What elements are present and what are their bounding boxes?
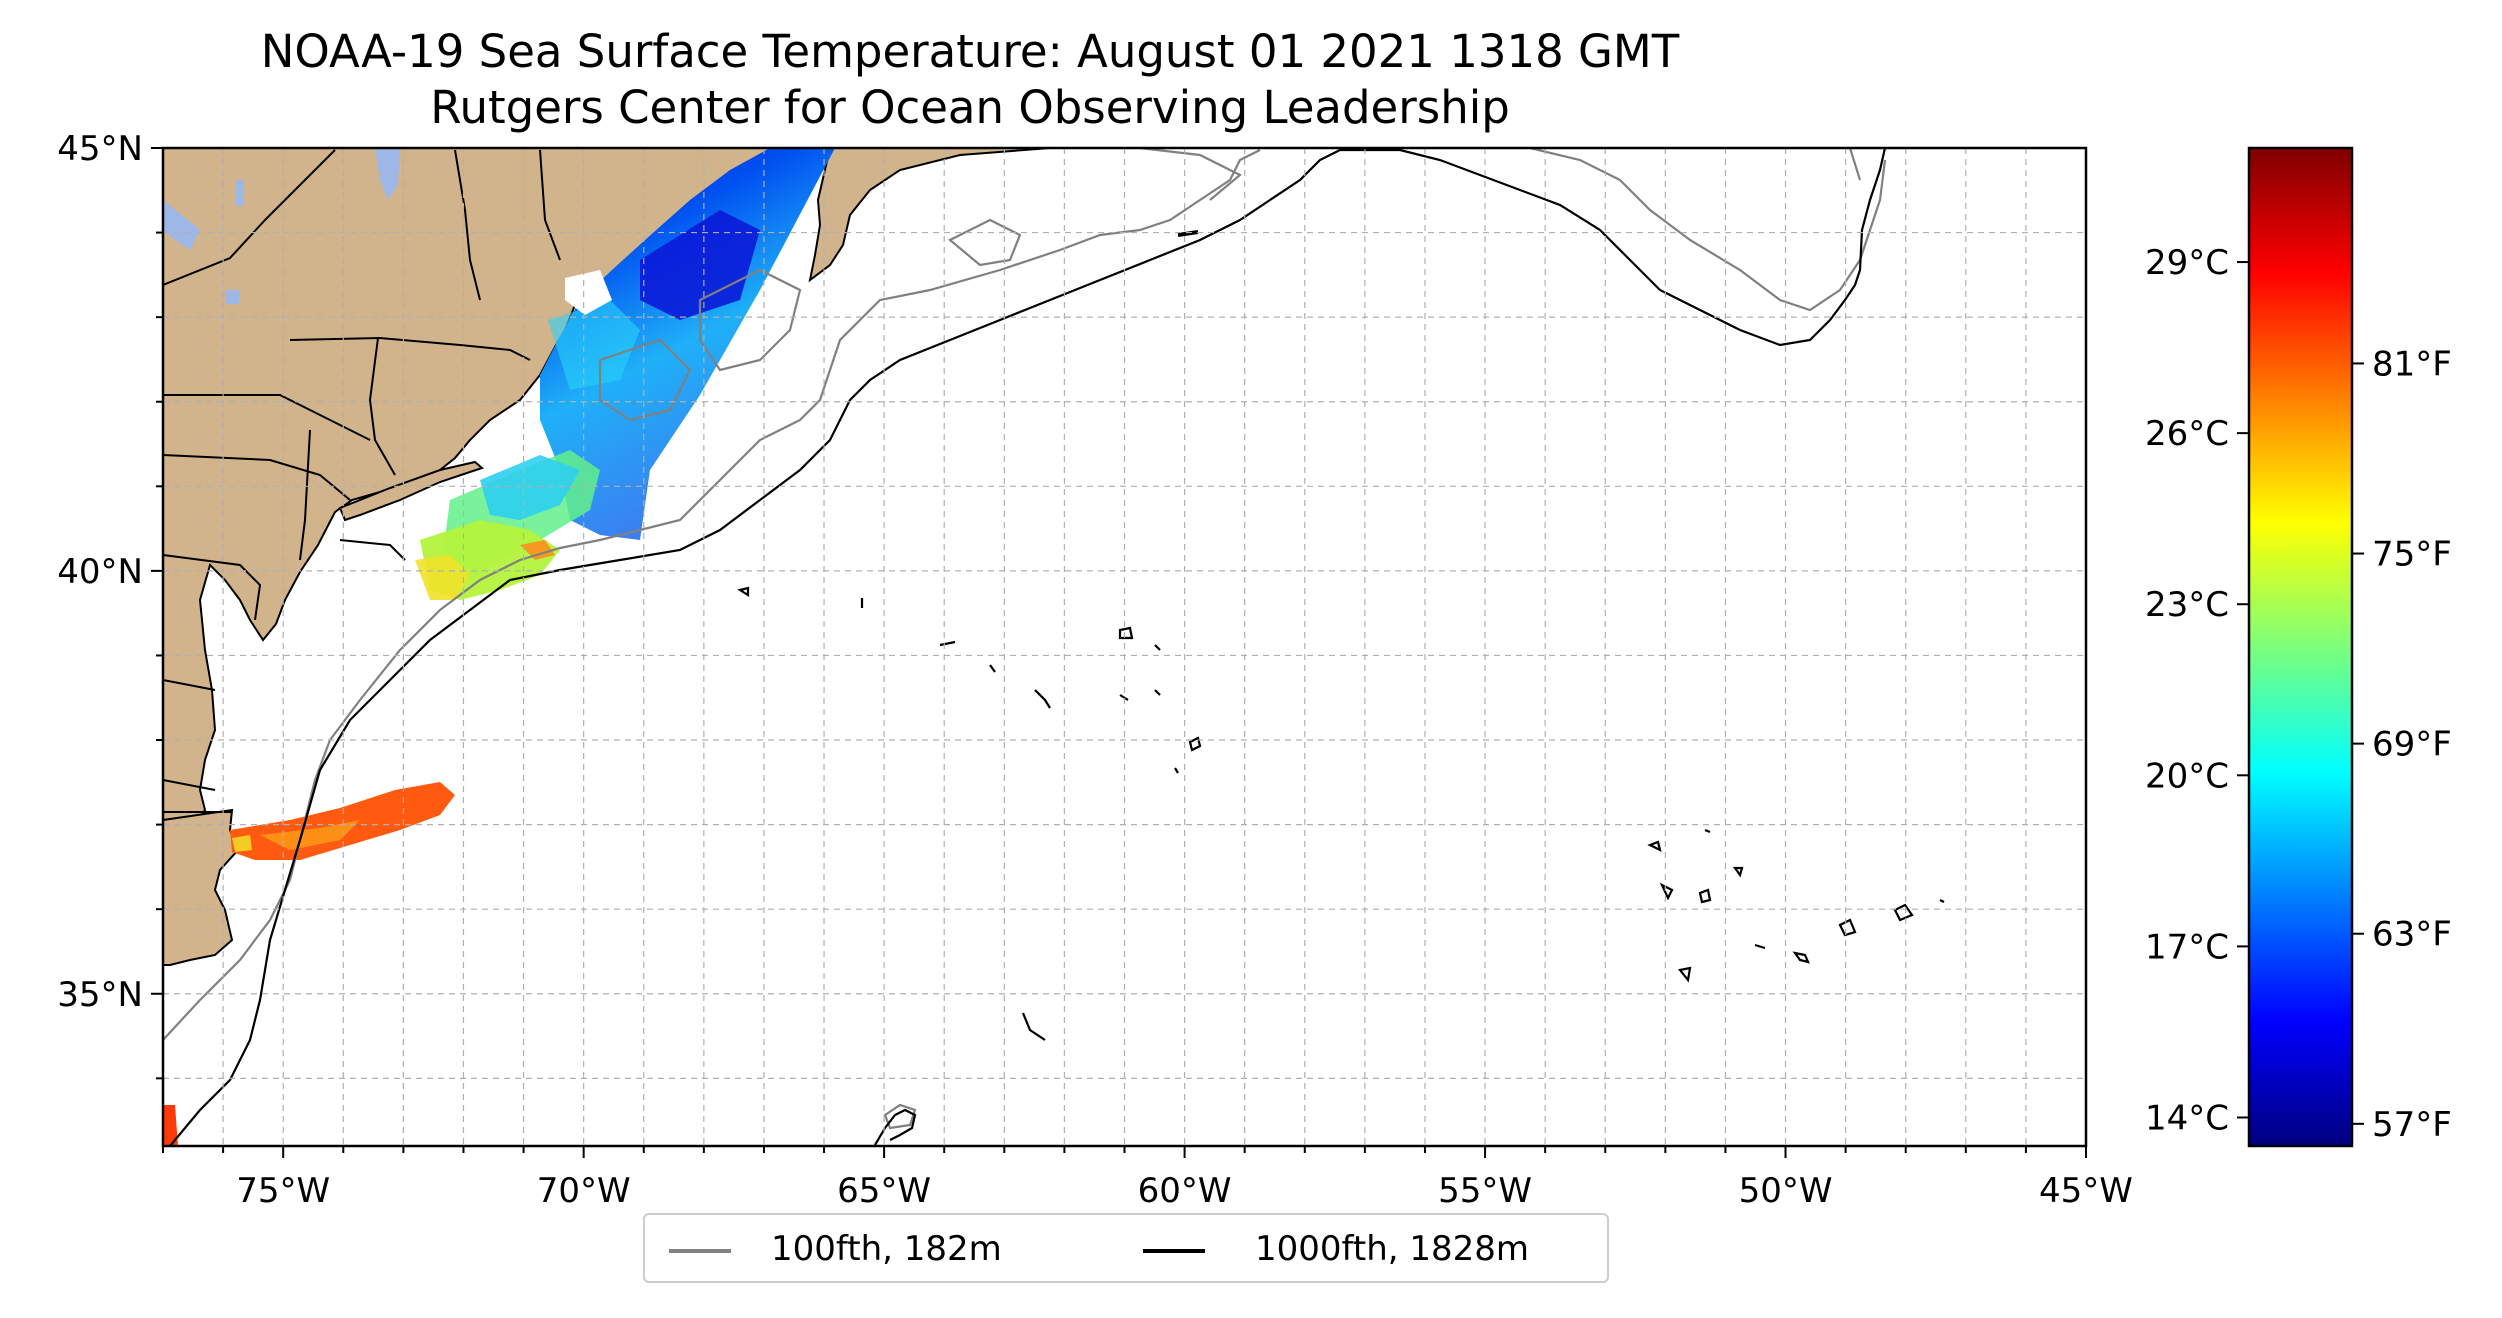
colorbar-c-label: 14°C xyxy=(2145,1098,2229,1138)
lon-tick-label: 55°W xyxy=(1438,1171,1532,1211)
colorbar-c-label: 26°C xyxy=(2145,414,2229,454)
sable-island xyxy=(1177,230,1199,237)
colorbar-celsius-ticks: 29°C 26°C 23°C 20°C 17°C 14°C xyxy=(2145,243,2249,1138)
colorbar-f-label: 63°F xyxy=(2372,915,2452,955)
long-island xyxy=(338,460,484,522)
colorbar-gradient xyxy=(2247,146,2354,1148)
colorbar: 29°C 26°C 23°C 20°C 17°C 14°C 81°F 75°F 69°F 63°… xyxy=(2145,146,2452,1148)
latitude-axis: 45°N 40°N 35°N xyxy=(57,129,163,1080)
map-subtitle: Rutgers Center for Ocean Observing Leade… xyxy=(430,81,1510,134)
colorbar-c-label: 20°C xyxy=(2145,756,2229,796)
lon-tick-label: 75°W xyxy=(236,1171,330,1211)
lon-tick-label: 45°W xyxy=(2039,1171,2133,1211)
state-borders xyxy=(163,149,561,813)
legend-label-1000fth: 1000fth, 1828m xyxy=(1255,1229,1530,1269)
map-gridlines xyxy=(163,148,2086,1146)
colorbar-c-label: 23°C xyxy=(2145,585,2229,625)
colorbar-f-label: 69°F xyxy=(2372,725,2452,765)
lon-tick-label: 70°W xyxy=(537,1171,631,1211)
legend-line-100fth xyxy=(669,1249,731,1253)
lat-tick-label: 40°N xyxy=(57,552,143,592)
legend-line-1000fth xyxy=(1143,1249,1205,1253)
lat-tick-label: 35°N xyxy=(57,975,143,1015)
lakes xyxy=(163,148,400,304)
map-title: NOAA-19 Sea Surface Temperature: August … xyxy=(260,25,1680,78)
land-nova-scotia xyxy=(808,148,1051,283)
sst-gulf-stream xyxy=(163,782,455,1146)
isobath-100fth xyxy=(163,148,1887,1130)
colorbar-fahrenheit-ticks: 81°F 75°F 69°F 63°F 57°F xyxy=(2352,344,2452,1145)
sst-swath xyxy=(415,148,835,600)
lat-tick-label: 45°N xyxy=(57,129,143,169)
colorbar-f-label: 81°F xyxy=(2372,344,2452,384)
colorbar-c-label: 29°C xyxy=(2145,243,2229,283)
lon-tick-label: 65°W xyxy=(837,1171,931,1211)
lon-tick-label: 50°W xyxy=(1739,1171,1833,1211)
colorbar-f-label: 75°F xyxy=(2372,535,2452,575)
legend-label-100fth: 100fth, 182m xyxy=(771,1229,1002,1269)
colorbar-c-label: 17°C xyxy=(2145,927,2229,967)
colorbar-f-label: 57°F xyxy=(2372,1105,2452,1145)
lon-tick-label: 60°W xyxy=(1138,1171,1232,1211)
map-legend: 100fth, 182m 1000fth, 1828m xyxy=(643,1213,1609,1283)
longitude-axis: 75°W 70°W 65°W 60°W 55°W 50°W 45°W xyxy=(162,1146,2133,1211)
